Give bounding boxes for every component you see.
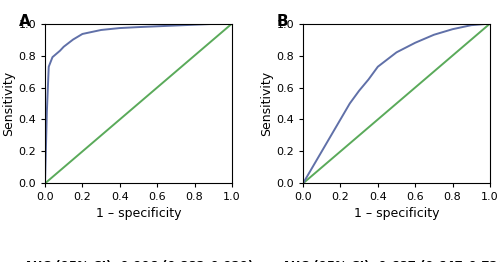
Text: AUC (95% CI): 0.687 (0.647–0.726): AUC (95% CI): 0.687 (0.647–0.726)	[282, 260, 500, 262]
X-axis label: 1 – specificity: 1 – specificity	[354, 207, 440, 220]
Y-axis label: Sensitivity: Sensitivity	[2, 71, 16, 136]
Text: A: A	[19, 14, 30, 29]
X-axis label: 1 – specificity: 1 – specificity	[96, 207, 181, 220]
Text: AUC (95% CI): 0.906 (0.882–0.929): AUC (95% CI): 0.906 (0.882–0.929)	[24, 260, 253, 262]
Y-axis label: Sensitivity: Sensitivity	[260, 71, 274, 136]
Text: B: B	[277, 14, 288, 29]
